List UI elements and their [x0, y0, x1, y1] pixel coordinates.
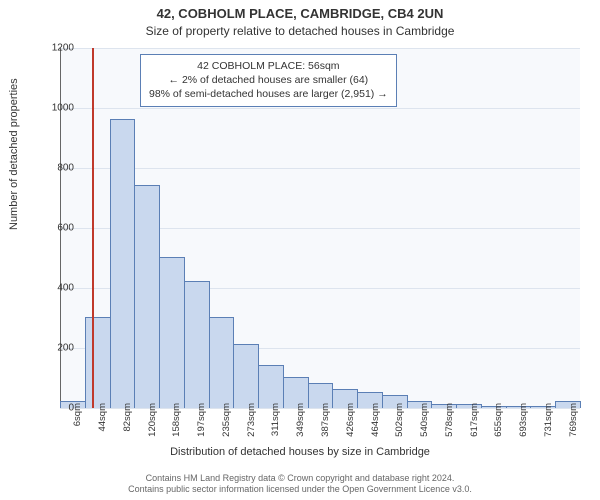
y-axis-label: Number of detached properties — [8, 78, 20, 230]
histogram-bar — [209, 317, 235, 408]
annotation-box: 42 COBHOLM PLACE: 56sqm ← 2% of detached… — [140, 54, 397, 107]
annotation-line2: ← 2% of detached houses are smaller (64) — [149, 73, 388, 87]
y-tick-label: 1000 — [44, 103, 74, 114]
histogram-bar — [159, 257, 185, 408]
grid-line — [60, 48, 580, 49]
annotation-line1: 42 COBHOLM PLACE: 56sqm — [149, 59, 388, 73]
footer-line2: Contains public sector information licen… — [0, 484, 600, 496]
y-tick-label: 400 — [44, 283, 74, 294]
footer-line1: Contains HM Land Registry data © Crown c… — [0, 473, 600, 485]
histogram-bar — [110, 119, 136, 408]
histogram-bar — [258, 365, 284, 408]
grid-line — [60, 108, 580, 109]
y-tick-label: 800 — [44, 163, 74, 174]
y-tick-label: 1200 — [44, 43, 74, 54]
plot-area: 6sqm44sqm82sqm120sqm158sqm197sqm235sqm27… — [60, 48, 580, 408]
annotation-line3: 98% of semi-detached houses are larger (… — [149, 87, 388, 101]
x-axis-label: Distribution of detached houses by size … — [0, 446, 600, 458]
histogram-bar — [184, 281, 210, 408]
histogram-bar — [134, 185, 160, 408]
chart-container: 42, COBHOLM PLACE, CAMBRIDGE, CB4 2UN Si… — [0, 0, 600, 500]
histogram-bar — [85, 317, 111, 408]
y-tick-label: 600 — [44, 223, 74, 234]
property-marker-line — [92, 48, 94, 408]
chart-title: 42, COBHOLM PLACE, CAMBRIDGE, CB4 2UN — [0, 6, 600, 21]
footer-attribution: Contains HM Land Registry data © Crown c… — [0, 473, 600, 496]
y-tick-label: 200 — [44, 343, 74, 354]
histogram-bar — [233, 344, 259, 408]
y-tick-label: 0 — [44, 403, 74, 414]
chart-subtitle: Size of property relative to detached ho… — [0, 24, 600, 38]
grid-line — [60, 168, 580, 169]
